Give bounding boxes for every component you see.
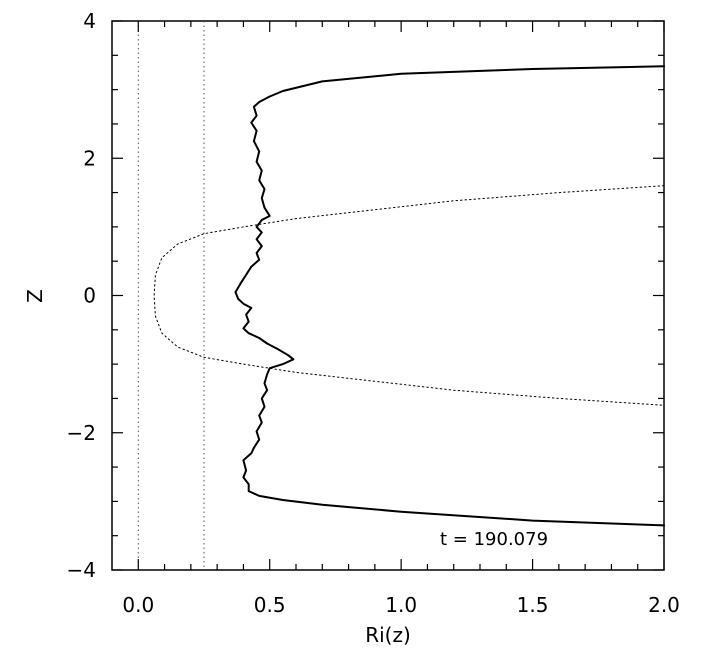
y-tick-label: −2 [67,421,96,445]
x-tick-label: 2.0 [648,593,680,617]
x-tick-label: 0.0 [122,593,154,617]
reference-lines [137,21,205,570]
y-tick-labels: −4 −2 0 2 4 [67,9,96,582]
x-tick-label: 1.5 [517,593,549,617]
x-tick-label: 0.5 [254,593,286,617]
axis-ticks [112,20,665,571]
x-tick-labels: 0.0 0.5 1.0 1.5 2.0 [122,593,680,617]
y-tick-label: −4 [67,558,96,582]
y-tick-label: 2 [83,146,96,170]
time-annotation: t = 190.079 [440,529,548,550]
dotted-curve [153,185,665,406]
x-axis-title: Ri(z) [365,623,411,647]
y-tick-label: 4 [83,9,96,33]
series-group [153,65,665,527]
plot-frame [111,20,665,571]
solid-curve [234,65,665,527]
y-tick-label: 0 [83,284,96,308]
x-tick-label: 1.0 [385,593,417,617]
y-axis-title: Z [23,289,47,303]
